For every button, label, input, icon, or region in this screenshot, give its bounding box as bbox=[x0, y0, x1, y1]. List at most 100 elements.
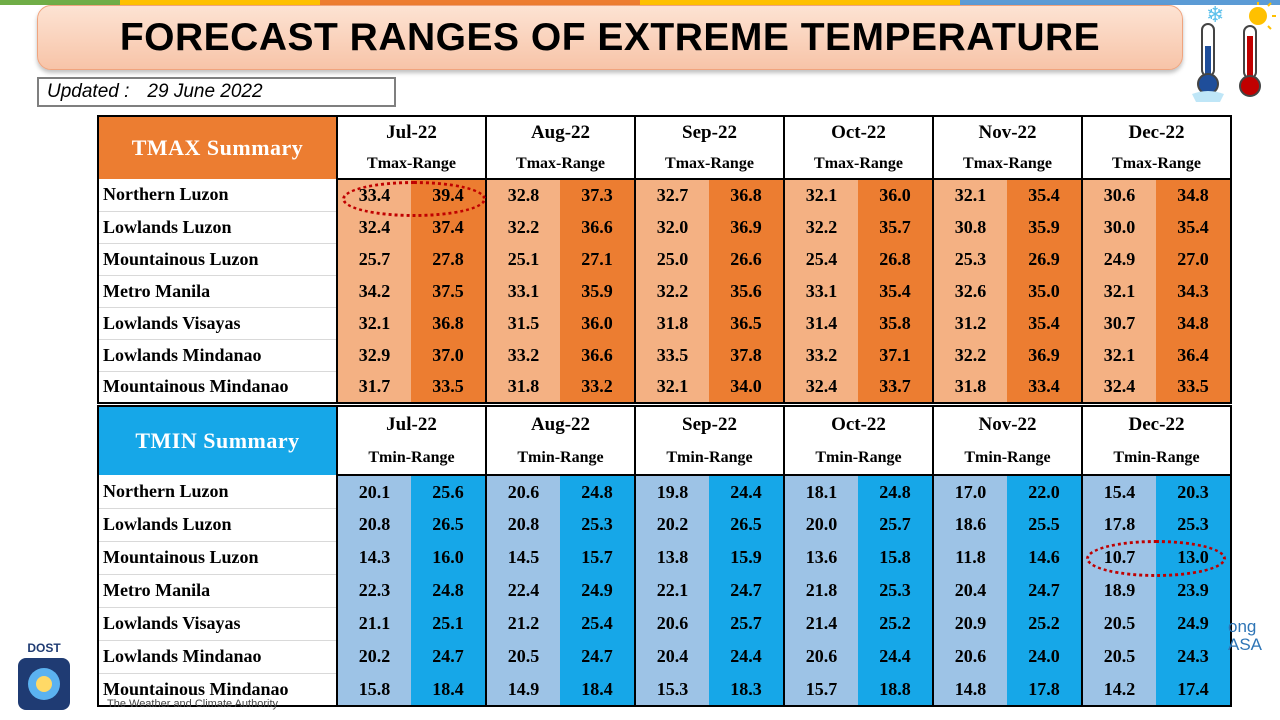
table-row: Northern Luzon 20.1 25.6 20.6 24.8 19.8 24.4 18… bbox=[98, 475, 1231, 509]
tmin-high-value: 25.3 bbox=[858, 574, 933, 607]
tmin-low-value: 17.8 bbox=[1081, 508, 1156, 541]
tmin-high-value: 24.8 bbox=[560, 475, 635, 508]
tmax-month-header: Jul-22 bbox=[336, 116, 486, 149]
tmin-low-value: 22.4 bbox=[485, 574, 560, 607]
tmax-high-value: 33.2 bbox=[560, 371, 635, 403]
tmin-high-value: 25.1 bbox=[411, 607, 486, 640]
tmin-low-value: 14.5 bbox=[485, 541, 560, 574]
tmax-high-value: 35.4 bbox=[858, 275, 933, 307]
tmax-low-value: 32.6 bbox=[932, 275, 1007, 307]
tmin-low-value: 14.8 bbox=[932, 673, 1007, 706]
tmax-low-value: 24.9 bbox=[1081, 243, 1156, 275]
top-color-stripes bbox=[0, 0, 1280, 5]
tmin-month-header: Aug-22 bbox=[485, 406, 635, 442]
tmin-high-value: 17.8 bbox=[1007, 673, 1082, 706]
footer-tagline: The Weather and Climate Authority bbox=[107, 698, 278, 710]
hot-thermometer-icon bbox=[1239, 2, 1276, 97]
tmax-high-value: 27.8 bbox=[411, 243, 486, 275]
tmax-low-value: 33.5 bbox=[634, 339, 709, 371]
tmax-range-subheader: Tmax-Range bbox=[932, 149, 1082, 180]
tmin-low-value: 14.9 bbox=[485, 673, 560, 706]
tmin-month-header: Oct-22 bbox=[783, 406, 933, 442]
tmax-low-value: 32.0 bbox=[634, 211, 709, 243]
tmin-low-value: 20.6 bbox=[783, 640, 858, 673]
region-label: Mountainous Mindanao bbox=[98, 371, 337, 404]
tmax-low-value: 33.1 bbox=[485, 275, 560, 307]
tmax-high-value: 35.9 bbox=[560, 275, 635, 307]
cold-thermometer-icon: ❄ bbox=[1192, 3, 1224, 102]
tmin-range-subheader: Tmin-Range bbox=[634, 442, 784, 476]
tmin-low-value: 15.8 bbox=[336, 673, 411, 706]
tmin-high-value: 25.5 bbox=[1007, 508, 1082, 541]
tmax-low-value: 30.6 bbox=[1081, 179, 1156, 211]
tmax-high-value: 36.6 bbox=[560, 339, 635, 371]
tmin-high-value: 24.9 bbox=[560, 574, 635, 607]
tmax-range-subheader: Tmax-Range bbox=[1081, 149, 1231, 180]
tmin-low-value: 13.8 bbox=[634, 541, 709, 574]
updated-date: 29 June 2022 bbox=[147, 81, 263, 102]
updated-box: Updated : 29 June 2022 bbox=[37, 77, 396, 107]
tmax-high-value: 36.9 bbox=[709, 211, 784, 243]
tmin-high-value: 18.8 bbox=[858, 673, 933, 706]
tmax-high-value: 33.5 bbox=[411, 371, 486, 403]
tmin-summary-table: TMIN Summary Jul-22 Aug-22 Sep-22 Oct-22 Nov-… bbox=[97, 405, 1232, 707]
tmin-low-value: 18.6 bbox=[932, 508, 1007, 541]
tmax-low-value: 31.8 bbox=[485, 371, 560, 403]
tmax-high-value: 34.3 bbox=[1156, 275, 1231, 307]
tmin-low-value: 20.4 bbox=[932, 574, 1007, 607]
tmax-low-value: 30.8 bbox=[932, 211, 1007, 243]
tmax-high-value: 34.8 bbox=[1156, 179, 1231, 211]
region-label: Mountainous Luzon bbox=[98, 243, 337, 276]
tmin-high-value: 20.3 bbox=[1156, 475, 1231, 508]
tmax-high-value: 27.0 bbox=[1156, 243, 1231, 275]
tmin-low-value: 20.2 bbox=[634, 508, 709, 541]
tmax-month-header: Oct-22 bbox=[783, 116, 933, 149]
tmax-high-value: 35.4 bbox=[1156, 211, 1231, 243]
tmin-low-value: 20.9 bbox=[932, 607, 1007, 640]
table-row: Metro Manila 22.3 24.8 22.4 24.9 22.1 24.7 21.8… bbox=[98, 574, 1231, 608]
tmin-high-value: 25.7 bbox=[858, 508, 933, 541]
tmin-low-value: 20.1 bbox=[336, 475, 411, 508]
tmin-low-value: 18.1 bbox=[783, 475, 858, 508]
tmin-low-value: 15.4 bbox=[1081, 475, 1156, 508]
tmax-summary-table: TMAX Summary Jul-22 Aug-22 Sep-22 Oct-22 Nov-… bbox=[97, 115, 1232, 404]
tmax-low-value: 32.1 bbox=[1081, 275, 1156, 307]
table-row: Mountainous Mindanao 15.8 18.4 14.9 18.4 15.3… bbox=[98, 673, 1231, 707]
tmax-month-header: Aug-22 bbox=[485, 116, 635, 149]
tmax-low-value: 25.4 bbox=[783, 243, 858, 275]
tmax-high-value: 26.9 bbox=[1007, 243, 1082, 275]
region-label: Mountainous Mindanao bbox=[98, 673, 337, 707]
tmin-low-value: 19.8 bbox=[634, 475, 709, 508]
tmin-high-value: 15.8 bbox=[858, 541, 933, 574]
tmax-high-value: 35.9 bbox=[1007, 211, 1082, 243]
tmin-high-value: 15.7 bbox=[560, 541, 635, 574]
page-title: FORECAST RANGES OF EXTREME TEMPERATURE bbox=[119, 15, 1101, 59]
tmax-high-value: 35.4 bbox=[1007, 179, 1082, 211]
tmax-high-value: 33.7 bbox=[858, 371, 933, 403]
tmax-low-value: 31.4 bbox=[783, 307, 858, 339]
tmax-low-value: 32.2 bbox=[634, 275, 709, 307]
tmax-low-value: 32.1 bbox=[634, 371, 709, 403]
tmax-high-value: 27.1 bbox=[560, 243, 635, 275]
tmin-low-value: 18.9 bbox=[1081, 574, 1156, 607]
tmax-month-header: Nov-22 bbox=[932, 116, 1082, 149]
tmax-low-value: 31.8 bbox=[932, 371, 1007, 403]
tmin-low-value: 22.3 bbox=[336, 574, 411, 607]
tmin-range-subheader: Tmin-Range bbox=[932, 442, 1082, 476]
region-label: Lowlands Visayas bbox=[98, 307, 337, 340]
tmin-low-value: 21.8 bbox=[783, 574, 858, 607]
pagasa-logo-fragment: ong ASA bbox=[1228, 617, 1263, 654]
tmin-low-value: 15.3 bbox=[634, 673, 709, 706]
tmin-month-header: Nov-22 bbox=[932, 406, 1082, 442]
tmin-high-value: 26.5 bbox=[709, 508, 784, 541]
tmin-low-value: 21.2 bbox=[485, 607, 560, 640]
tmax-low-value: 32.1 bbox=[932, 179, 1007, 211]
tmin-low-value: 20.6 bbox=[932, 640, 1007, 673]
table-row: Lowlands Luzon 32.4 37.4 32.2 36.6 32.0 36.9 32… bbox=[98, 211, 1231, 244]
tmin-high-value: 26.5 bbox=[411, 508, 486, 541]
tmin-high-value: 18.4 bbox=[560, 673, 635, 706]
tmin-heading: TMIN Summary bbox=[98, 406, 337, 475]
tmax-low-value: 31.5 bbox=[485, 307, 560, 339]
tmin-high-value: 25.2 bbox=[858, 607, 933, 640]
tmax-low-value: 31.7 bbox=[336, 371, 411, 403]
